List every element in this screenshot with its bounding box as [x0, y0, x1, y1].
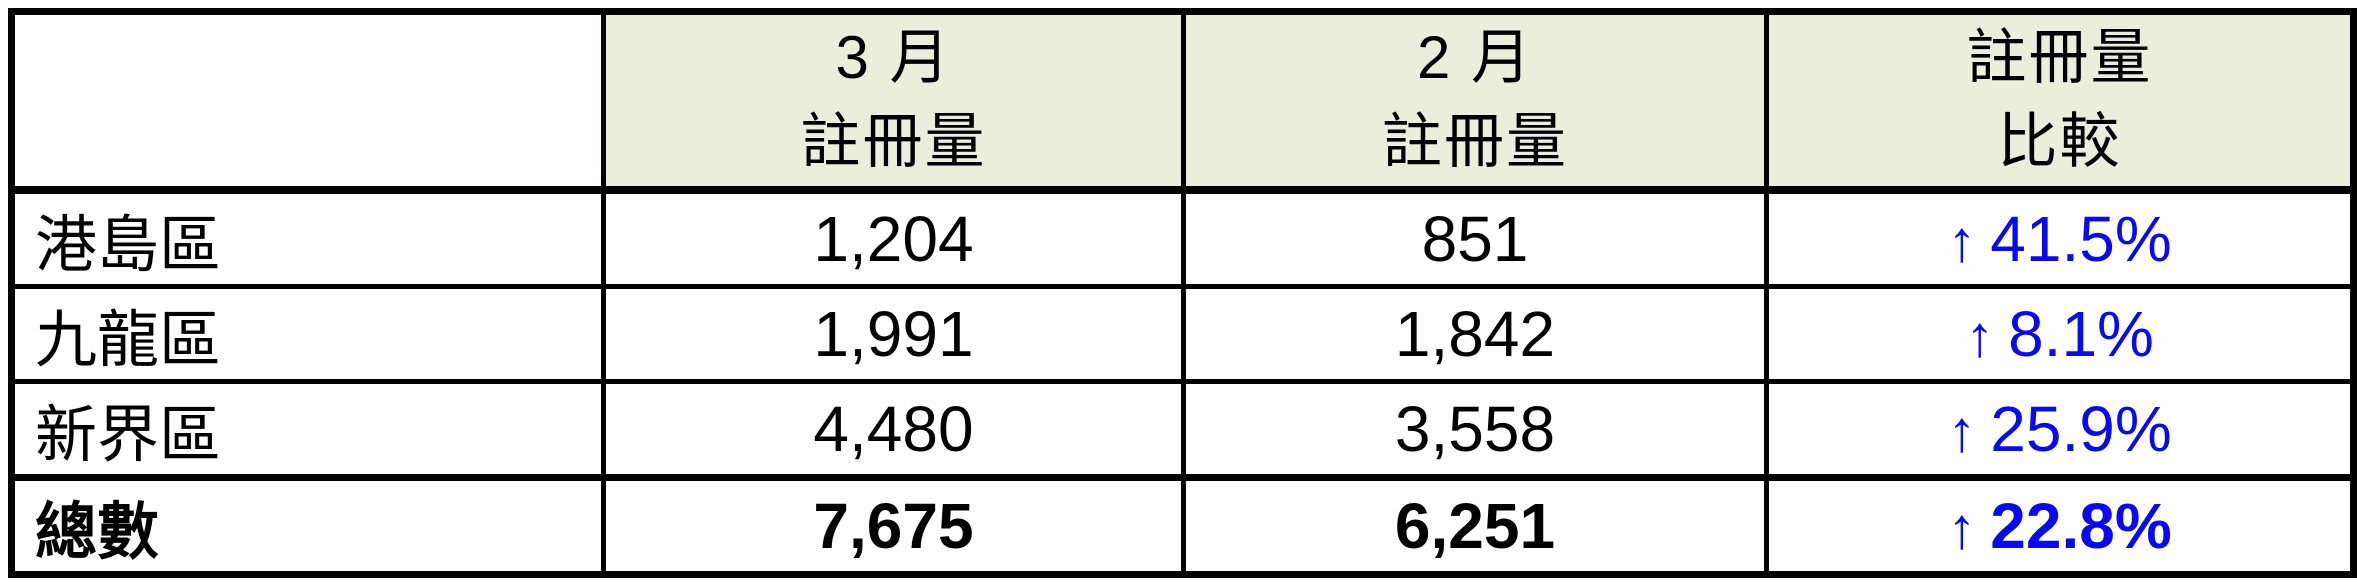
- table-row-hong-kong-island: 港島區 1,204 851 ↑ 41.5%: [9, 187, 2356, 289]
- february-registrations-value: 1,842: [1181, 283, 1769, 384]
- region-label-total: 總數: [9, 474, 606, 577]
- header-march-line1: 3 月: [835, 24, 952, 92]
- february-registrations-value: 851: [1181, 187, 1769, 289]
- region-label: 九龍區: [9, 283, 606, 384]
- up-arrow-icon: ↑: [1965, 303, 1995, 369]
- registration-comparison-table: 3 月 註冊量 2 月 註冊量 註冊量 比較 港島區 1,204 851 ↑: [8, 8, 2357, 578]
- table-body: 港島區 1,204 851 ↑ 41.5% 九龍區 1,991 1,842 ↑ 8.…: [9, 187, 2356, 577]
- header-february-line1: 2 月: [1416, 24, 1534, 92]
- up-arrow-icon: ↑: [1947, 208, 1977, 274]
- february-registrations-value: 3,558: [1181, 378, 1769, 480]
- march-registrations-value: 1,204: [601, 187, 1186, 289]
- header-row: 3 月 註冊量 2 月 註冊量 註冊量 比較: [9, 9, 2356, 194]
- table-row-total: 總數 7,675 6,251 ↑ 22.8%: [9, 474, 2356, 577]
- table-header: 3 月 註冊量 2 月 註冊量 註冊量 比較: [9, 9, 2356, 194]
- header-march-line2: 註冊量: [800, 108, 987, 176]
- header-cell-february-registrations: 2 月 註冊量: [1181, 9, 1769, 194]
- change-cell: ↑ 8.1%: [1764, 283, 2356, 384]
- up-arrow-icon: ↑: [1947, 398, 1977, 464]
- march-registrations-total: 7,675: [601, 474, 1186, 577]
- header-comparison-line2: 比較: [1997, 108, 2122, 176]
- header-cell-registration-comparison: 註冊量 比較: [1764, 9, 2356, 194]
- march-registrations-value: 1,991: [601, 283, 1186, 384]
- table-row-kowloon: 九龍區 1,991 1,842 ↑ 8.1%: [9, 283, 2356, 384]
- change-percentage: 22.8%: [1990, 489, 2172, 562]
- header-february-line2: 註冊量: [1382, 108, 1568, 176]
- header-cell-region-blank: [9, 9, 606, 194]
- change-cell: ↑ 41.5%: [1764, 187, 2356, 289]
- change-percentage: 41.5%: [1990, 202, 2172, 275]
- change-cell-total: ↑ 22.8%: [1764, 474, 2356, 577]
- header-comparison-line1: 註冊量: [1966, 24, 2153, 92]
- region-label: 新界區: [9, 378, 606, 480]
- table-row-new-territories: 新界區 4,480 3,558 ↑ 25.9%: [9, 378, 2356, 480]
- up-arrow-icon: ↑: [1947, 495, 1977, 561]
- change-cell: ↑ 25.9%: [1764, 378, 2356, 480]
- region-label: 港島區: [9, 187, 606, 289]
- header-cell-march-registrations: 3 月 註冊量: [601, 9, 1186, 194]
- february-registrations-total: 6,251: [1181, 474, 1769, 577]
- change-percentage: 25.9%: [1990, 392, 2172, 465]
- march-registrations-value: 4,480: [601, 378, 1186, 480]
- change-percentage: 8.1%: [2008, 297, 2154, 370]
